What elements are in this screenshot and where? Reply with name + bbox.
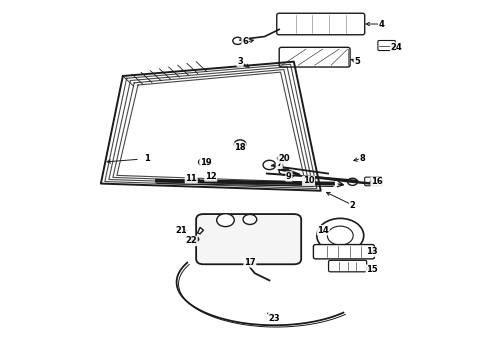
Text: 15: 15 — [366, 265, 378, 274]
FancyBboxPatch shape — [365, 177, 382, 186]
Text: 19: 19 — [200, 158, 212, 167]
Text: 20: 20 — [278, 154, 290, 163]
Text: 2: 2 — [349, 201, 355, 210]
Circle shape — [243, 215, 257, 225]
Text: 11: 11 — [185, 174, 197, 183]
Circle shape — [233, 37, 243, 44]
Circle shape — [277, 156, 286, 162]
Text: 24: 24 — [391, 43, 402, 52]
FancyBboxPatch shape — [378, 41, 395, 50]
Text: 17: 17 — [244, 258, 256, 267]
Text: 3: 3 — [237, 57, 243, 66]
FancyBboxPatch shape — [277, 13, 365, 35]
Text: 18: 18 — [234, 143, 246, 152]
Text: 7: 7 — [276, 159, 282, 168]
Text: 23: 23 — [269, 314, 280, 323]
Text: 13: 13 — [366, 247, 378, 256]
Circle shape — [317, 219, 364, 253]
Circle shape — [217, 214, 234, 226]
FancyBboxPatch shape — [329, 260, 367, 272]
FancyBboxPatch shape — [196, 214, 301, 264]
Text: 6: 6 — [242, 37, 248, 46]
Text: 5: 5 — [354, 57, 360, 66]
Circle shape — [347, 178, 357, 185]
Text: 4: 4 — [379, 19, 385, 28]
Circle shape — [263, 160, 276, 170]
Text: 22: 22 — [185, 237, 197, 246]
Circle shape — [327, 226, 353, 245]
Circle shape — [191, 236, 199, 242]
Text: 8: 8 — [359, 154, 365, 163]
Circle shape — [234, 140, 246, 148]
Text: 12: 12 — [205, 172, 217, 181]
Polygon shape — [197, 227, 203, 234]
FancyBboxPatch shape — [314, 244, 374, 259]
Text: 21: 21 — [175, 226, 187, 235]
Text: 14: 14 — [318, 226, 329, 235]
Circle shape — [279, 168, 289, 175]
FancyBboxPatch shape — [279, 47, 350, 67]
Text: 10: 10 — [303, 176, 314, 185]
Text: 9: 9 — [286, 172, 292, 181]
Text: 1: 1 — [145, 154, 150, 163]
Text: 16: 16 — [371, 177, 383, 186]
Circle shape — [198, 158, 208, 166]
